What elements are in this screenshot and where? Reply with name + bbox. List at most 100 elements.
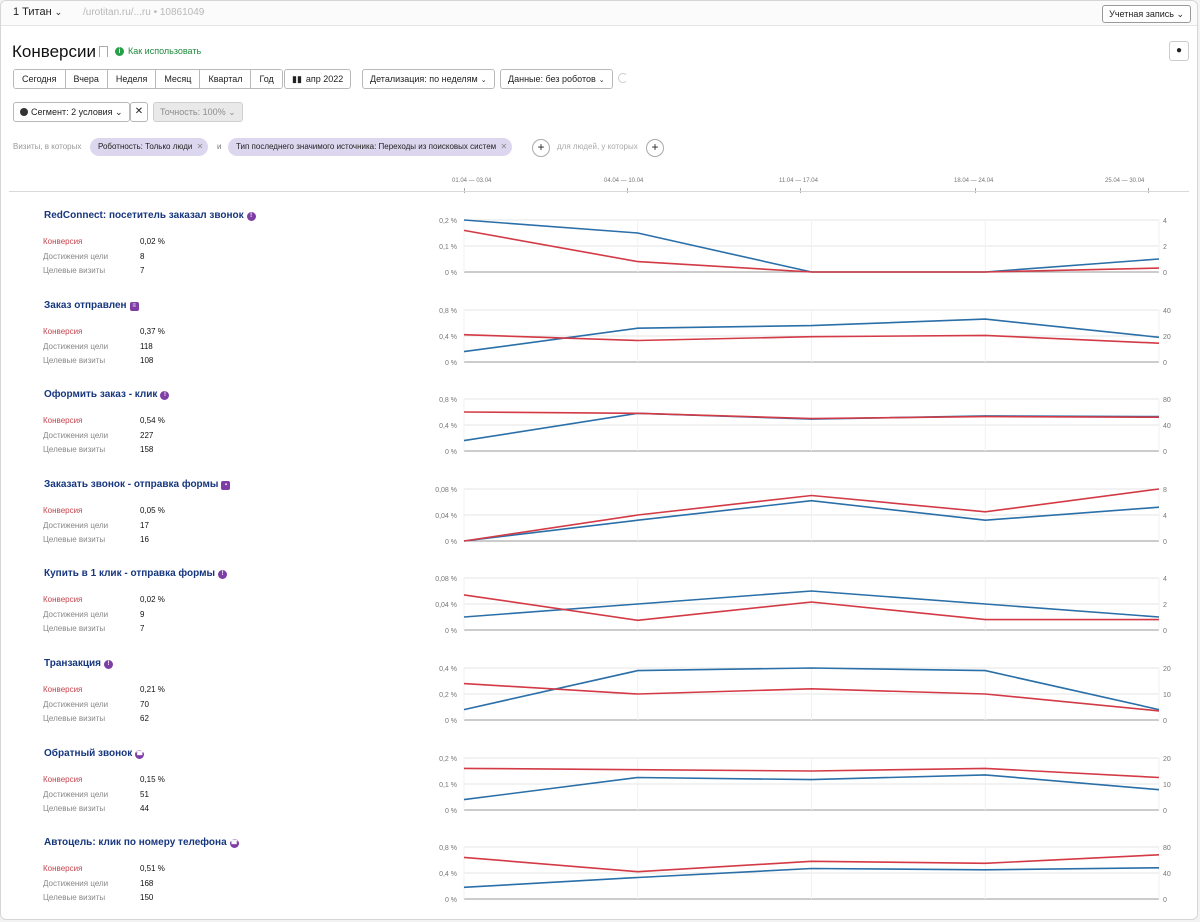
phone-icon: ☎: [229, 839, 239, 848]
chevron-down-icon: ⌄: [598, 77, 605, 84]
conversion-label: Конверсия: [43, 595, 83, 604]
visits-label: Целевые визиты: [43, 714, 106, 723]
goal-title[interactable]: Оформить заказ - клик!: [44, 389, 170, 400]
goal-title-text: Купить в 1 клик - отправка формы: [44, 568, 216, 579]
close-icon[interactable]: ✕: [500, 142, 508, 151]
visits-label: Целевые визиты: [43, 356, 106, 365]
exclamation-icon: !: [246, 212, 256, 221]
filter-chip-source[interactable]: Тип последнего значимого источника: Пере…: [228, 138, 513, 156]
segment-clear-button[interactable]: ✕: [130, 102, 148, 122]
goal-title[interactable]: Обратный звонок ☎: [44, 748, 145, 759]
visits-series-line: [463, 590, 1160, 618]
y-right-tick-label: 8: [1163, 487, 1167, 494]
y-right-tick-label: 0: [1163, 360, 1167, 367]
info-icon: i: [115, 46, 124, 56]
y-left-tick-label: 0,4 %: [439, 334, 457, 341]
chevron-down-icon: ⌄: [115, 107, 123, 117]
y-left-tick-label: 0,08 %: [435, 576, 457, 583]
accuracy-select[interactable]: Точность: 100% ⌄: [153, 102, 243, 122]
goal-row: Обратный звонок ☎ Конверсия 0,15 % Достижени…: [1, 736, 1197, 822]
add-user-condition-button[interactable]: +: [646, 139, 664, 157]
conversion-series-line: [463, 854, 1160, 873]
y-left-tick-label: 0,2 %: [439, 692, 457, 699]
reaches-value: 168: [140, 879, 154, 888]
y-left-tick-label: 0 %: [445, 718, 457, 725]
data-select[interactable]: Данные: без роботов ⌄: [500, 69, 613, 89]
y-right-tick-label: 0: [1163, 449, 1167, 456]
goal-title[interactable]: Заказать звонок - отправка формы ▪: [44, 479, 231, 490]
period-week-button[interactable]: Неделя: [107, 70, 157, 88]
help-link[interactable]: i Как использовать: [115, 46, 201, 56]
date-range-label: апр 2022: [305, 74, 344, 84]
goal-row: Заказать звонок - отправка формы ▪ Конверс…: [1, 467, 1197, 553]
period-month-button[interactable]: Месяц: [156, 70, 201, 88]
close-icon[interactable]: ✕: [196, 142, 204, 151]
accuracy-label: Точность: 100%: [160, 107, 226, 117]
add-visit-condition-button[interactable]: +: [532, 139, 550, 157]
goal-chart: 0,2 % 0,1 % 0 % 20 10 0: [439, 756, 1171, 815]
reaches-label: Достижения цели: [43, 879, 109, 888]
period-tick: [800, 188, 801, 193]
reaches-value: 51: [140, 790, 149, 799]
goal-title[interactable]: RedConnect: посетитель заказал звонок!: [44, 210, 256, 221]
y-right-tick-label: 0: [1163, 718, 1167, 725]
period-label: 11.04 — 17.04: [779, 178, 818, 184]
conversion-series-line: [463, 229, 1160, 273]
goal-row: Заказ отправлен ≡ Конверсия 0,37 % Достижени…: [1, 288, 1197, 374]
period-label: 01.04 — 03.04: [452, 178, 492, 184]
visits-label: Целевые визиты: [43, 445, 106, 454]
period-yesterday-button[interactable]: Вчера: [65, 70, 108, 88]
goal-chart: 0,8 % 0,4 % 0 % 80 40 0: [439, 845, 1171, 904]
reaches-value: 8: [140, 252, 145, 261]
detail-select[interactable]: Детализация: по неделям ⌄: [362, 69, 495, 89]
counter-selector[interactable]: 1 Титан ⌄: [13, 6, 62, 18]
filter-lead-text: Визиты, в которых: [13, 142, 82, 151]
goal-title-text: Автоцель: клик по номеру телефона: [44, 837, 227, 848]
goal-title[interactable]: Транзакция!: [44, 658, 113, 669]
header-divider: [9, 191, 1189, 192]
period-quarter-button[interactable]: Квартал: [200, 70, 252, 88]
y-right-tick-label: 0: [1163, 897, 1167, 904]
visits-series-line: [463, 499, 1160, 542]
dots-icon: ●: [1175, 45, 1183, 56]
visits-value: 158: [140, 445, 154, 454]
chevron-down-icon: ⌄: [228, 107, 236, 117]
period-tick: [1148, 188, 1149, 193]
goal-title[interactable]: Купить в 1 клик - отправка формы!: [44, 568, 228, 579]
goal-chart: 0,8 % 0,4 % 0 % 40 20 0: [439, 308, 1171, 367]
conversion-label: Конверсия: [43, 864, 83, 873]
filter-chip-robots[interactable]: Роботность: Только люди ✕: [90, 138, 209, 156]
reaches-label: Достижения цели: [43, 790, 109, 799]
y-left-tick-label: 0,2 %: [439, 218, 457, 225]
visits-value: 7: [140, 266, 145, 275]
y-right-tick-label: 2: [1163, 602, 1167, 609]
filter-chip-label: Роботность: Только люди: [98, 142, 193, 151]
y-left-tick-label: 0,4 %: [439, 423, 457, 430]
refresh-icon[interactable]: [618, 73, 628, 83]
period-year-button[interactable]: Год: [251, 70, 282, 88]
y-right-tick-label: 80: [1163, 845, 1171, 852]
goal-title[interactable]: Заказ отправлен ≡: [44, 300, 139, 311]
settings-toggle-button[interactable]: ●: [1169, 41, 1189, 61]
visits-series-line: [463, 318, 1160, 353]
goal-title-text: Обратный звонок: [44, 748, 133, 759]
help-link-label: Как использовать: [128, 46, 202, 56]
y-left-tick-label: 0 %: [445, 449, 457, 456]
account-button[interactable]: Учетная запись ⌄: [1102, 5, 1191, 23]
period-tick: [627, 188, 628, 193]
close-icon: ✕: [134, 106, 144, 117]
date-range-button[interactable]: ▮▮ апр 2022: [284, 69, 352, 89]
conversion-series-line: [463, 682, 1160, 712]
y-left-tick-label: 0 %: [445, 539, 457, 546]
y-left-tick-label: 0,08 %: [435, 487, 457, 494]
bookmark-icon[interactable]: [99, 46, 108, 57]
y-right-tick-label: 10: [1163, 692, 1171, 699]
goal-title[interactable]: Автоцель: клик по номеру телефона ☎: [44, 837, 239, 848]
page-title: Конверсии: [12, 42, 96, 61]
goal-row: Купить в 1 клик - отправка формы! Конверс…: [1, 556, 1197, 642]
visits-value: 44: [140, 804, 149, 813]
conversion-value: 0,02 %: [140, 237, 165, 246]
segment-button[interactable]: Сегмент: 2 условия ⌄: [13, 102, 130, 122]
chevron-down-icon: ⌄: [54, 7, 63, 17]
period-today-button[interactable]: Сегодня: [14, 70, 66, 88]
